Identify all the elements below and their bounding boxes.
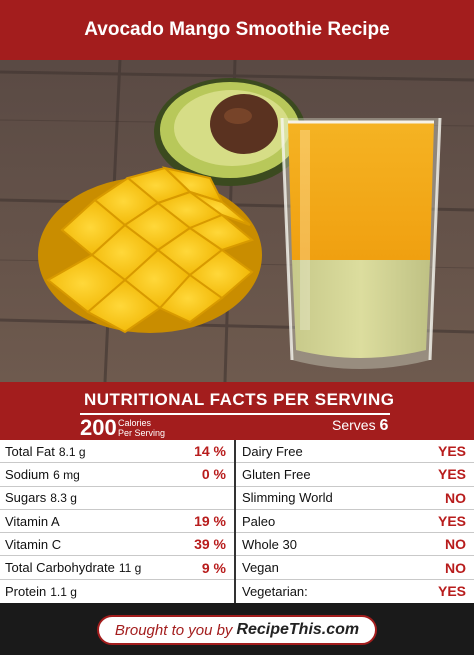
nutrient-name: Vitamin C xyxy=(5,536,62,552)
nutrient-name: Sugars xyxy=(5,490,47,506)
table-row: Vegetarian: YES xyxy=(236,580,474,603)
calories-value: 200 xyxy=(80,415,117,440)
table-row: Sugars 8.3 g xyxy=(0,487,234,510)
nutrient-name: Sodium xyxy=(5,466,50,482)
footer-by-text: Brought to you by xyxy=(114,621,233,639)
brand-link[interactable]: Brought to you by RecipeThis.com xyxy=(97,615,377,645)
table-row: Slimming World NO xyxy=(236,487,474,510)
serves: Serves 6 xyxy=(332,417,388,435)
diet-label: Vegan xyxy=(242,560,279,576)
nutrition-table: Total Fat 8.1 g 14 % Sodium 6 mg 0 % Sugar… xyxy=(0,440,474,603)
table-row: Vegan NO xyxy=(236,556,474,580)
diet-value: YES xyxy=(437,513,466,530)
nutrient-name: Vitamin A xyxy=(5,513,60,529)
table-row: Paleo YES xyxy=(236,510,474,534)
table-row: Total Carbohydrate 11 g 9 % xyxy=(0,556,234,580)
table-row: Sodium 6 mg 0 % xyxy=(0,463,234,487)
diet-value: YES xyxy=(437,583,466,600)
footer: Brought to you by RecipeThis.com xyxy=(0,603,474,655)
table-row: Protein 1.1 g xyxy=(0,580,234,603)
nutrient-label: Vitamin C xyxy=(5,537,65,552)
serves-label: Serves xyxy=(332,417,376,433)
nutrient-amount: 8.3 g xyxy=(50,491,77,506)
table-row: Whole 30 NO xyxy=(236,533,474,557)
nutrient-percent: 14 % xyxy=(194,443,226,460)
title-bar: Avocado Mango Smoothie Recipe xyxy=(0,0,474,60)
nutrient-label: Protein 1.1 g xyxy=(5,584,77,599)
diet-label: Gluten Free xyxy=(242,466,311,482)
calories-label-line1: Calories xyxy=(118,418,152,428)
nutrition-header: NUTRITIONAL FACTS PER SERVING 200 Calori… xyxy=(0,382,474,440)
smoothie-illustration xyxy=(0,60,474,382)
nutrient-percent: 9 % xyxy=(201,559,226,576)
diets-column: Dairy Free YES Gluten Free YES Slimming … xyxy=(236,440,474,603)
nutrient-name: Total Carbohydrate xyxy=(5,560,115,576)
nutrient-percent: 19 % xyxy=(194,513,226,530)
nutrient-name: Protein xyxy=(5,583,47,599)
nutrient-name: Total Fat xyxy=(5,443,55,459)
serves-value: 6 xyxy=(379,417,389,434)
diet-label: Dairy Free xyxy=(242,443,303,459)
nutrient-label: Sodium 6 mg xyxy=(5,467,80,482)
nutrient-amount: 11 g xyxy=(118,561,142,576)
nutrient-label: Vitamin A xyxy=(5,514,64,529)
calories-label-line2: Per Serving xyxy=(118,428,166,438)
nutrient-percent: 0 % xyxy=(201,466,226,483)
nutrient-amount: 6 mg xyxy=(53,467,80,482)
diet-label: Paleo xyxy=(242,513,276,529)
nutrition-heading: NUTRITIONAL FACTS PER SERVING xyxy=(84,390,395,409)
diet-label: Whole 30 xyxy=(242,536,297,552)
recipe-photo xyxy=(0,60,474,382)
table-row: Dairy Free YES xyxy=(236,440,474,464)
diet-label: Slimming World xyxy=(242,490,333,506)
nutrient-percent: 39 % xyxy=(194,536,226,553)
diet-value: NO xyxy=(445,489,466,506)
table-row: Vitamin A 19 % xyxy=(0,510,234,534)
diet-value: NO xyxy=(445,559,466,576)
nutrient-label: Total Fat 8.1 g xyxy=(5,444,86,459)
diet-value: NO xyxy=(445,536,466,553)
nutrient-label: Sugars 8.3 g xyxy=(5,490,77,505)
nutrient-amount: 8.1 g xyxy=(58,444,86,459)
brand-logo-text: RecipeThis.com xyxy=(236,621,360,638)
diet-value: YES xyxy=(437,466,466,483)
table-row: Total Fat 8.1 g 14 % xyxy=(0,440,234,464)
nutrient-label: Total Carbohydrate 11 g xyxy=(5,560,141,575)
table-row: Vitamin C 39 % xyxy=(0,533,234,557)
table-row: Gluten Free YES xyxy=(236,463,474,487)
diet-value: YES xyxy=(437,443,466,460)
nutrient-amount: 1.1 g xyxy=(50,584,77,599)
nutrients-column: Total Fat 8.1 g 14 % Sodium 6 mg 0 % Sugar… xyxy=(0,440,236,603)
calories-label: Calories Per Serving xyxy=(118,418,165,438)
page-title: Avocado Mango Smoothie Recipe xyxy=(84,19,390,40)
diet-label: Vegetarian: xyxy=(242,583,308,599)
divider xyxy=(80,413,390,415)
